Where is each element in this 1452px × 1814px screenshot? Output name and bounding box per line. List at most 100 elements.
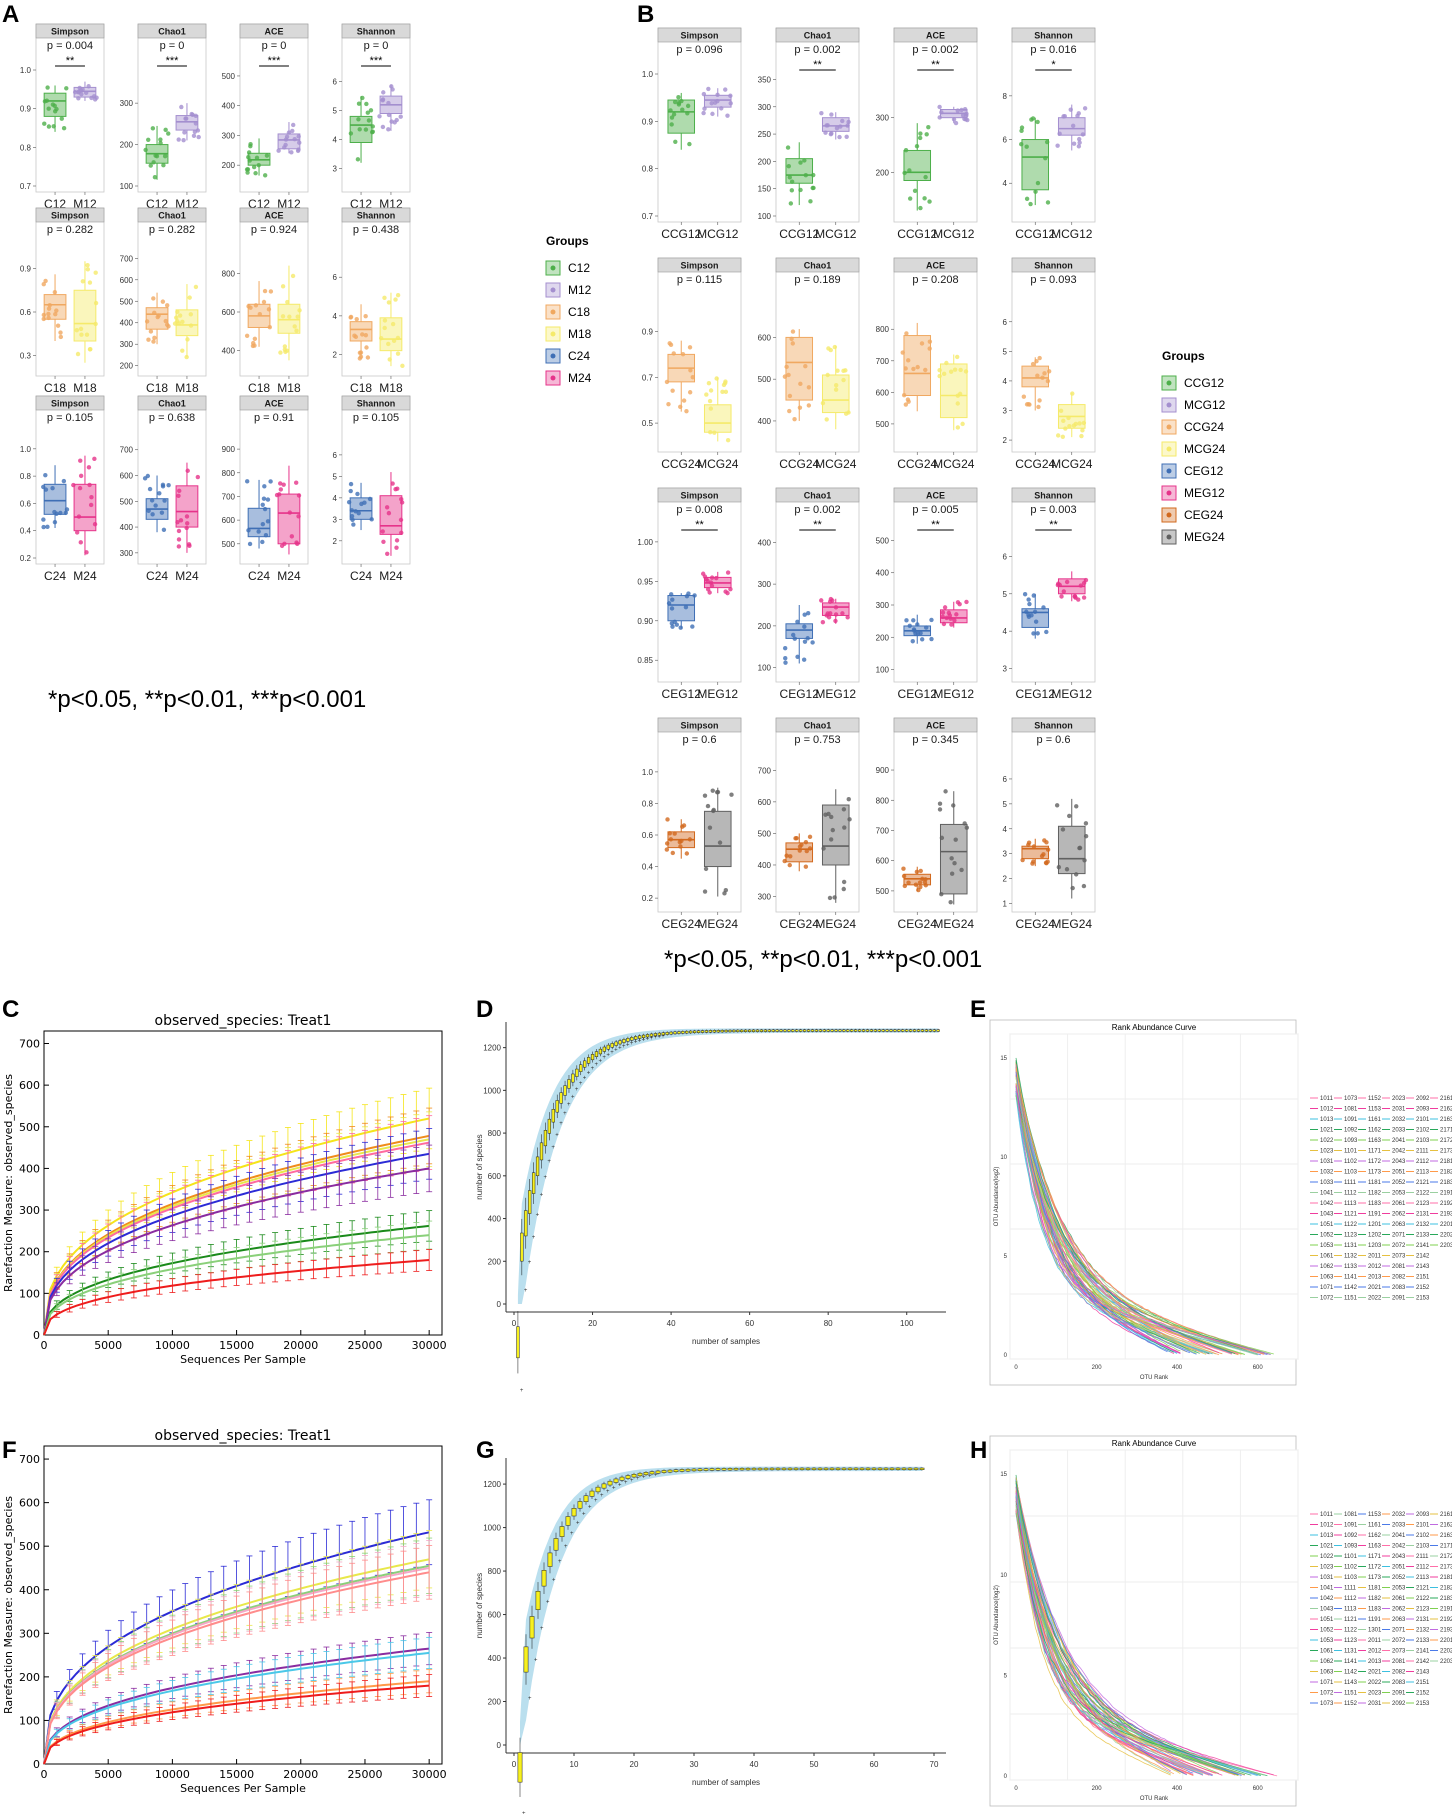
data-point — [356, 101, 362, 106]
outlier: + — [564, 1544, 568, 1550]
data-point — [725, 570, 731, 575]
data-point — [685, 103, 691, 109]
panel-letter-h: H — [970, 1437, 987, 1464]
data-point — [87, 280, 93, 285]
data-point — [157, 491, 162, 496]
box — [571, 1073, 575, 1083]
box — [665, 1032, 669, 1035]
x-label: C24 — [248, 569, 270, 583]
box — [693, 1030, 697, 1034]
box — [763, 1029, 767, 1032]
p-value: p = 0.005 — [912, 504, 958, 516]
data-point — [1026, 842, 1031, 848]
data-point — [295, 314, 300, 319]
data-point — [793, 836, 798, 841]
data-point — [786, 163, 791, 169]
y-tick-label: 3 — [333, 515, 338, 524]
facet-frame — [341, 23, 411, 193]
x-label: CCG24 — [1015, 457, 1055, 471]
box-c18 — [244, 281, 274, 349]
data-point — [41, 312, 47, 318]
box — [775, 1029, 779, 1032]
data-point — [187, 295, 192, 300]
data-point — [665, 817, 670, 822]
box — [936, 1029, 940, 1032]
data-point — [714, 575, 719, 581]
data-point — [246, 528, 251, 533]
x-label: M24 — [73, 569, 97, 583]
data-point — [916, 887, 921, 893]
data-point — [723, 389, 729, 395]
data-point — [366, 118, 372, 123]
data-point — [789, 188, 795, 193]
data-point — [1073, 872, 1079, 877]
y-tick-label: 200 — [19, 1671, 40, 1684]
legend-label: 2183 — [1440, 1180, 1452, 1186]
data-point — [669, 122, 674, 127]
box — [712, 1030, 716, 1033]
box — [520, 1232, 524, 1262]
data-point — [681, 398, 687, 403]
data-point — [670, 850, 675, 856]
data-point — [954, 612, 959, 617]
data-point — [353, 334, 359, 340]
facet-strip — [239, 23, 309, 39]
box — [516, 1326, 520, 1359]
box — [811, 1467, 817, 1471]
y-tick-label: 400 — [222, 347, 236, 356]
data-point — [41, 282, 46, 287]
data-point — [390, 481, 395, 486]
data-point — [1026, 597, 1031, 602]
box — [704, 1030, 709, 1033]
y-tick-label: 0.9 — [642, 117, 654, 126]
data-point — [900, 350, 905, 355]
box-ceg12 — [903, 614, 934, 644]
y-tick-label: 200 — [222, 161, 236, 170]
outlier: + — [559, 1121, 563, 1127]
legend-label: 1152 — [1344, 1701, 1358, 1707]
x-tick-label: 0 — [1014, 1365, 1018, 1371]
box — [928, 1029, 932, 1032]
data-point — [43, 472, 48, 478]
legend-label: 1042 — [1320, 1201, 1334, 1207]
legend-label: 1142 — [1344, 1285, 1358, 1291]
data-point — [955, 425, 961, 430]
x-label: MCG12 — [933, 227, 975, 241]
y-tick-label: 15 — [1000, 1056, 1007, 1062]
facet-frame — [341, 395, 411, 565]
data-point — [385, 551, 390, 556]
box — [565, 1516, 571, 1526]
data-point — [684, 593, 690, 599]
box — [677, 1031, 681, 1034]
x-tick-label: 0 — [512, 1319, 517, 1328]
y-tick-label: 800 — [488, 1567, 502, 1576]
data-point — [166, 483, 171, 488]
box — [625, 1475, 631, 1479]
y-tick-label: 300 — [758, 580, 772, 589]
data-point — [715, 92, 720, 98]
legend-label: M18 — [568, 327, 592, 341]
data-point — [959, 107, 964, 113]
legend-label: 1052 — [1320, 1233, 1334, 1239]
outlier: + — [543, 1175, 547, 1181]
x-tick-label: 0 — [41, 1768, 48, 1781]
box — [700, 1030, 705, 1033]
facet-strip — [657, 257, 742, 273]
box — [724, 1029, 728, 1033]
facet-title: ACE — [926, 31, 945, 41]
data-point — [1067, 813, 1072, 819]
legend-label: 1091 — [1344, 1117, 1358, 1123]
data-point — [262, 506, 268, 512]
legend-label: 1012 — [1320, 1107, 1334, 1113]
data-point — [1068, 107, 1073, 112]
box — [601, 1483, 607, 1489]
box — [842, 1029, 846, 1032]
data-point — [262, 173, 268, 178]
legend-label: 2073 — [1392, 1254, 1406, 1260]
x-tick-label: 400 — [1172, 1786, 1183, 1792]
legend-label: 1103 — [1344, 1575, 1358, 1581]
x-tick-label: 20 — [588, 1319, 597, 1328]
data-point — [937, 807, 943, 812]
facet-title: Shannon — [357, 399, 396, 409]
